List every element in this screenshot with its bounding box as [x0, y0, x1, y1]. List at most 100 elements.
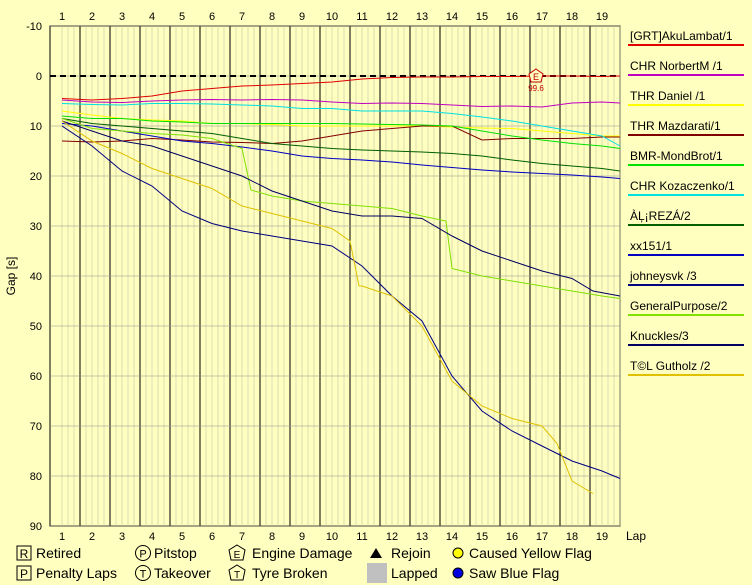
- key-lapped: Lapped: [367, 563, 438, 583]
- legend-label: T©L Gutholz /2: [630, 359, 711, 373]
- series-line: [61, 115, 621, 149]
- x-tick-bottom: 9: [299, 531, 305, 543]
- pitstop-symbol: P: [139, 549, 146, 561]
- legend-label: GeneralPurpose/2: [630, 299, 728, 313]
- penalty-symbol: P: [20, 567, 28, 581]
- engine-damage-marker-label: 99.6: [528, 84, 544, 93]
- engine-damage-marker-icon: [528, 68, 544, 83]
- x-tick-bottom: 5: [179, 531, 185, 543]
- y-tick: 40: [30, 271, 42, 283]
- takeover-symbol: T: [140, 569, 147, 581]
- y-tick: 20: [30, 171, 42, 183]
- series-line: [61, 120, 594, 494]
- blue-flag-dot-icon: [452, 567, 464, 579]
- x-tick-top: 15: [476, 11, 488, 23]
- symbol-key: R Retired P Penalty Laps P Pitstop T Tak…: [16, 544, 592, 583]
- y-tick: 10: [30, 121, 42, 133]
- legend-label: BMR-MondBrot/1: [630, 149, 723, 163]
- x-tick-top: 17: [536, 11, 548, 23]
- x-tick-top: 19: [596, 11, 608, 23]
- legend-label: ÀĻ¡REZÁ/2: [630, 208, 691, 223]
- series-line: [61, 118, 621, 172]
- legend-label: xx151/1: [630, 239, 672, 253]
- series-line: [61, 103, 621, 147]
- series-line: [61, 125, 620, 145]
- x-tick-bottom: 12: [386, 531, 398, 543]
- y-tick: 50: [30, 321, 42, 333]
- y-tick: -10: [26, 21, 42, 33]
- x-tick-bottom: 11: [356, 531, 367, 543]
- key-saw-blue: Saw Blue Flag: [452, 565, 559, 581]
- y-tick: 80: [30, 471, 42, 483]
- x-axis-label: Lap: [626, 529, 646, 543]
- x-tick-bottom: 1: [59, 531, 65, 543]
- y-tick: 0: [36, 71, 42, 83]
- legend-label: [GRT]AkuLambat/1: [630, 29, 733, 43]
- key-engine-damage: E Engine Damage: [228, 544, 353, 561]
- legend-label: johneysvk /3: [629, 269, 697, 283]
- penalty-label: Penalty Laps: [36, 565, 117, 581]
- x-tick-bottom: 13: [416, 531, 428, 543]
- x-tick-top: 8: [269, 11, 275, 23]
- legend-label: Knuckles/3: [630, 329, 689, 343]
- x-ticks-bottom: 1 2 3 4 5 6 7 8 9 10 11 12 13 14 15 16 17 18 19: [59, 531, 608, 543]
- x-tick-bottom: 3: [119, 531, 125, 543]
- series-line: [61, 118, 621, 299]
- saw-blue-label: Saw Blue Flag: [469, 565, 559, 581]
- pitstop-label: Pitstop: [154, 545, 197, 561]
- engine-damage-marker-symbol: E: [533, 72, 539, 82]
- x-tick-bottom: 7: [239, 531, 245, 543]
- x-tick-top: 11: [356, 11, 367, 23]
- rejoin-triangle-icon: [370, 548, 382, 558]
- legend-label: THR Daniel /1: [630, 89, 706, 103]
- x-tick-bottom: 17: [536, 531, 548, 543]
- x-tick-bottom: 4: [149, 531, 155, 543]
- x-tick-top: 14: [446, 11, 458, 23]
- x-tick-bottom: 16: [506, 531, 518, 543]
- x-tick-bottom: 19: [596, 531, 608, 543]
- y-tick: 90: [30, 521, 42, 533]
- legend: [GRT]AkuLambat/1 CHR NorbertM /1 THR Danie…: [628, 29, 744, 376]
- x-tick-bottom: 18: [566, 531, 578, 543]
- engine-damage-label: Engine Damage: [252, 545, 353, 561]
- x-tick-top: 10: [326, 11, 338, 23]
- retired-symbol: R: [20, 547, 29, 561]
- key-tyre-broken: T Tyre Broken: [228, 564, 327, 581]
- x-tick-top: 4: [149, 11, 155, 23]
- series-line: [61, 125, 621, 479]
- x-tick-top: 9: [299, 11, 305, 23]
- y-tick: 30: [30, 221, 42, 233]
- x-tick-bottom: 10: [326, 531, 338, 543]
- key-caused-yellow: Caused Yellow Flag: [452, 545, 592, 561]
- series-line: [61, 120, 621, 297]
- x-tick-top: 18: [566, 11, 578, 23]
- x-tick-bottom: 15: [476, 531, 488, 543]
- y-tick: 70: [30, 421, 42, 433]
- x-ticks-top: 1 2 3 4 5 6 7 8 9 10 11 12 13 14 15 16 17 18 19: [59, 11, 608, 23]
- x-tick-bottom: 8: [269, 531, 275, 543]
- yellow-flag-dot-icon: [452, 547, 464, 559]
- x-tick-top: 13: [416, 11, 428, 23]
- x-tick-bottom: 14: [446, 531, 458, 543]
- series-line: [61, 98, 621, 108]
- takeover-label: Takeover: [154, 565, 211, 581]
- retired-label: Retired: [36, 545, 81, 561]
- key-pitstop: P Pitstop: [135, 545, 197, 561]
- x-tick-top: 2: [89, 11, 95, 23]
- rejoin-label: Rejoin: [391, 545, 431, 561]
- x-tick-top: 6: [209, 11, 215, 23]
- lapped-label: Lapped: [391, 565, 438, 581]
- legend-label: CHR NorbertM /1: [630, 59, 723, 73]
- y-ticks: -10 0 10 20 30 40 50 60 70 80 90: [26, 21, 42, 533]
- legend-label: THR Mazdarati/1: [630, 119, 721, 133]
- key-takeover: T Takeover: [135, 565, 211, 581]
- grid: [50, 25, 621, 527]
- x-tick-bottom: 2: [89, 531, 95, 543]
- engine-damage-symbol: E: [234, 550, 241, 561]
- x-tick-top: 7: [239, 11, 245, 23]
- x-tick-top: 5: [179, 11, 185, 23]
- legend-label: CHR Kozaczenko/1: [630, 179, 735, 193]
- lapped-swatch: [367, 563, 387, 583]
- key-rejoin: Rejoin: [370, 545, 431, 561]
